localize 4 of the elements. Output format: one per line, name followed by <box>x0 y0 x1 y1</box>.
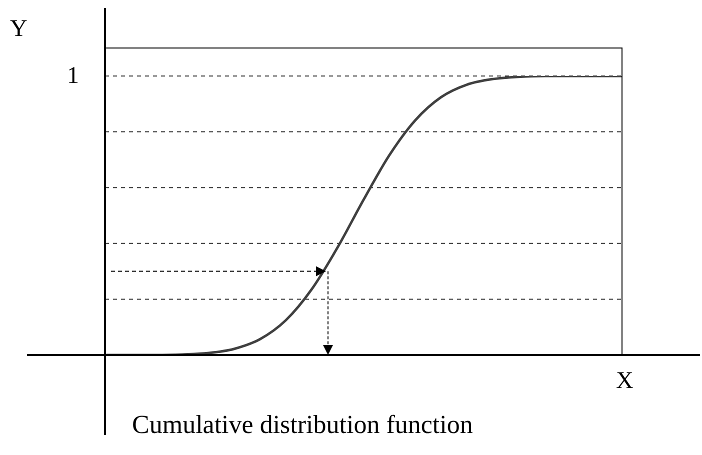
text: Cumulative distribution function <box>132 410 473 440</box>
text: 1 <box>67 63 79 89</box>
y-axis-title: Y <box>10 16 28 43</box>
x-axis-title: X <box>616 368 634 395</box>
